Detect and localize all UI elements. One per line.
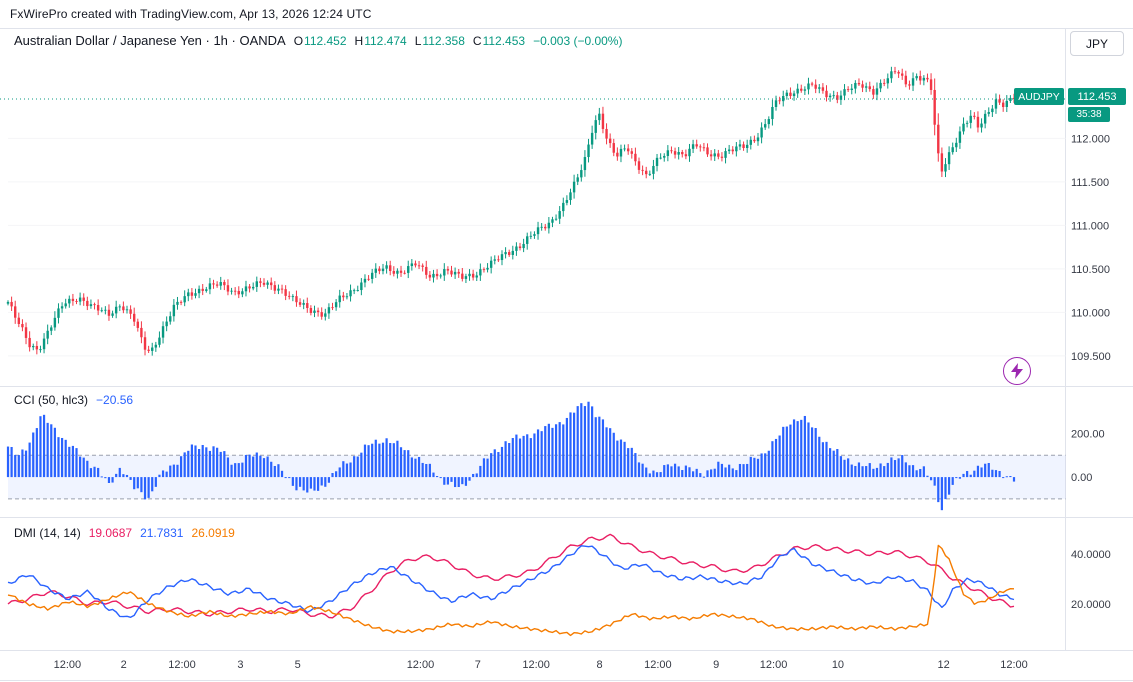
price-axis: 112.000 111.500 111.000 110.500 110.000 109.5…: [1071, 133, 1111, 611]
dmi-label: DMI (14, 14): [14, 526, 81, 540]
time-axis: 12:00 2 12:00 3 5 12:00 7 12:00 8 12:00 9 12:00 10 12…: [54, 659, 1028, 671]
main-price-pane: [0, 66, 1066, 357]
open-value: 112.452: [304, 34, 347, 48]
svg-text:12:00: 12:00: [522, 659, 550, 671]
price-badge-value[interactable]: 112.453: [1068, 88, 1126, 105]
svg-text:112.000: 112.000: [1071, 133, 1110, 145]
dmi-pane: [7, 533, 1015, 637]
watermark-text: FxWirePro created with TradingView.com, …: [10, 7, 372, 21]
cci-label: CCI (50, hlc3): [14, 393, 89, 407]
cci-value: −20.56: [96, 393, 134, 407]
lightning-icon: [1011, 363, 1023, 379]
svg-text:0.00: 0.00: [1071, 472, 1092, 484]
close-value: 112.453: [482, 34, 526, 48]
close-label: C: [472, 34, 482, 48]
svg-text:2: 2: [121, 659, 127, 671]
svg-text:110.500: 110.500: [1071, 264, 1110, 276]
svg-text:12:00: 12:00: [1000, 659, 1028, 671]
dmi-minusdi-value: 26.0919: [191, 526, 235, 540]
svg-text:12:00: 12:00: [168, 659, 196, 671]
dmi-adx-value: 19.0687: [88, 526, 133, 540]
svg-text:200.00: 200.00: [1071, 428, 1105, 440]
svg-text:5: 5: [295, 659, 301, 671]
svg-text:8: 8: [596, 659, 602, 671]
high-label: H: [354, 34, 364, 48]
svg-text:3: 3: [237, 659, 243, 671]
cci-legend[interactable]: CCI (50, hlc3) −20.56: [14, 393, 133, 407]
svg-text:12:00: 12:00: [760, 659, 788, 671]
price-badge-countdown: 35:38: [1068, 107, 1110, 122]
currency-unit-button[interactable]: JPY: [1070, 31, 1124, 56]
price-badge-symbol[interactable]: AUDJPY: [1014, 88, 1064, 105]
svg-text:12: 12: [937, 659, 949, 671]
lightning-button[interactable]: [1003, 357, 1031, 385]
open-label: O: [293, 34, 304, 48]
dmi-line-+DI: [7, 545, 1015, 618]
cci-pane: [6, 401, 1066, 511]
svg-text:109.500: 109.500: [1071, 351, 1111, 363]
low-label: L: [414, 34, 422, 48]
dmi-plusdi-value: 21.7831: [140, 526, 184, 540]
svg-text:12:00: 12:00: [54, 659, 82, 671]
svg-text:40.0000: 40.0000: [1071, 549, 1111, 561]
svg-text:7: 7: [475, 659, 481, 671]
dmi-legend[interactable]: DMI (14, 14) 19.0687 21.7831 26.0919: [14, 526, 235, 540]
svg-text:111.500: 111.500: [1071, 177, 1109, 189]
svg-text:9: 9: [713, 659, 719, 671]
pane-separators: [0, 28, 1133, 681]
symbol-legend[interactable]: Australian Dollar / Japanese Yen · 1h · …: [14, 33, 622, 48]
svg-text:111.000: 111.000: [1071, 220, 1109, 232]
svg-text:12:00: 12:00: [644, 659, 672, 671]
dmi-line-ADX: [7, 533, 1015, 619]
change-value: −0.003 (−0.00%): [533, 34, 623, 48]
high-value: 112.474: [364, 34, 407, 48]
low-value: 112.358: [422, 34, 465, 48]
symbol-title: Australian Dollar / Japanese Yen · 1h · …: [14, 33, 286, 48]
svg-text:110.000: 110.000: [1071, 307, 1110, 319]
svg-text:20.0000: 20.0000: [1071, 599, 1111, 611]
svg-text:10: 10: [832, 659, 844, 671]
dmi-line--DI: [7, 544, 1015, 637]
svg-text:12:00: 12:00: [407, 659, 435, 671]
